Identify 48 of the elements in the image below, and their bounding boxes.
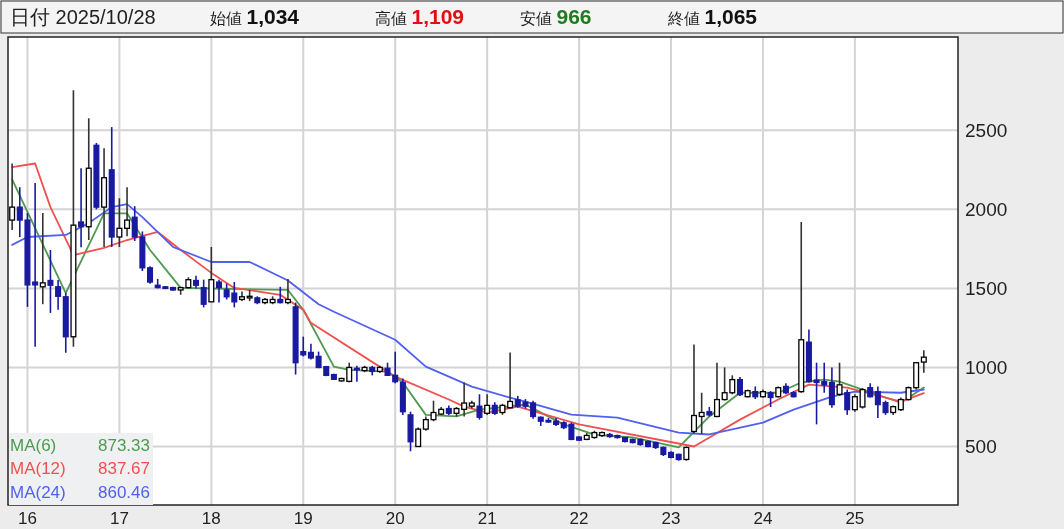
text: 安値 966 xyxy=(520,5,592,28)
x-tick-label: 21 xyxy=(477,509,497,528)
candlestick xyxy=(828,366,835,409)
candlestick xyxy=(476,393,483,421)
x-tick-label: 22 xyxy=(569,509,589,528)
y-tick-label: 1000 xyxy=(965,356,1008,378)
candlestick xyxy=(920,349,927,374)
text: 高値 1,109 xyxy=(375,5,465,28)
x-tick-label: 19 xyxy=(293,509,313,528)
y-tick-label: 1500 xyxy=(965,277,1008,299)
candlestick xyxy=(736,376,743,397)
x-tick-label: 18 xyxy=(201,509,221,528)
text: 終値 1,065 xyxy=(667,5,758,28)
x-tick-label: 24 xyxy=(753,509,773,528)
text: 始値 1,034 xyxy=(210,5,300,28)
candlestick xyxy=(690,343,698,435)
candlestick xyxy=(116,197,123,248)
chart-title: 日付 2025/10/28 xyxy=(10,6,156,28)
candlestick xyxy=(836,361,843,397)
annotation: 873.33 xyxy=(98,435,150,455)
candlestick xyxy=(200,278,207,309)
candlestick xyxy=(208,246,215,303)
y-tick-label: 500 xyxy=(965,436,997,457)
candlestick xyxy=(507,351,514,410)
candlestick xyxy=(284,278,291,305)
candlestick xyxy=(698,391,705,435)
x-tick-label: 16 xyxy=(17,509,37,528)
x-tick-label: 20 xyxy=(385,509,405,528)
candlestick xyxy=(484,393,491,416)
candlestick xyxy=(78,167,85,249)
x-tick-label: 25 xyxy=(845,509,865,528)
x-tick-label: 23 xyxy=(661,509,681,528)
candlestick xyxy=(859,387,866,410)
candlestick xyxy=(55,279,62,311)
y-tick-label: 2000 xyxy=(965,198,1008,220)
candlestick xyxy=(215,278,223,304)
annotation: 860.46 xyxy=(98,482,150,502)
candlestick xyxy=(47,249,54,314)
candlestick xyxy=(32,182,39,348)
candlestick xyxy=(39,212,46,305)
candlestick xyxy=(124,186,131,238)
annotation: 837.67 xyxy=(98,459,150,478)
x-tick-label: 17 xyxy=(109,509,129,528)
y-tick-label: 2500 xyxy=(965,119,1008,141)
candlestick xyxy=(844,388,851,416)
legend: MA(6) 873.33 MA(12) 837.67 MA(24) 860.46 xyxy=(9,433,153,505)
candlestick xyxy=(713,361,720,419)
candlestick xyxy=(530,399,537,420)
